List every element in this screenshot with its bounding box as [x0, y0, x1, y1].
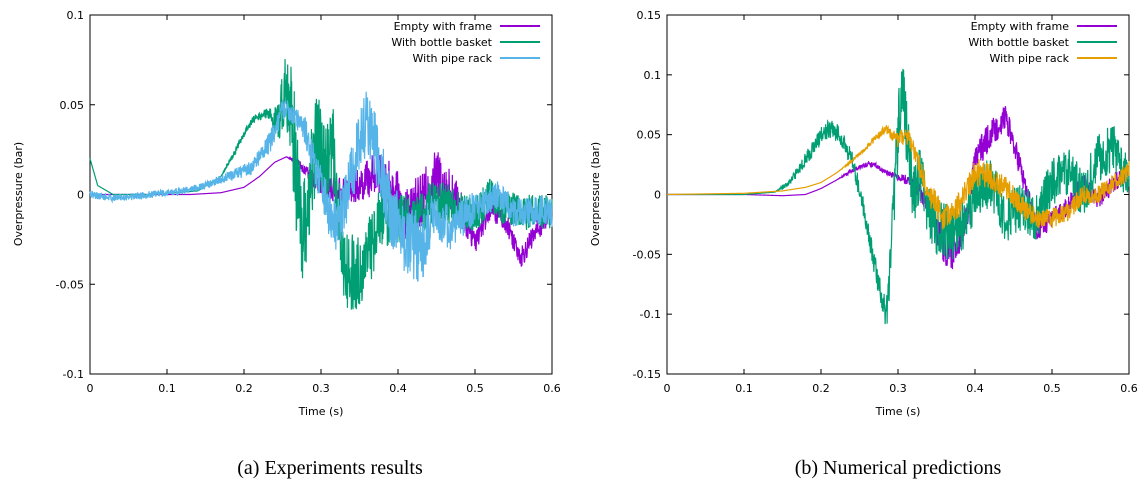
- x-tick-label: 0.2: [812, 382, 830, 395]
- x-tick-label: 0.3: [889, 382, 907, 395]
- y-tick-label: 0.05: [637, 129, 662, 142]
- y-tick-label: 0.1: [644, 69, 662, 82]
- x-axis-a: 0 0.1 0.2 0.3 0.4 0.5 0.6: [87, 15, 561, 395]
- y-tick-label: -0.05: [56, 278, 84, 291]
- y-tick-label: -0.1: [63, 368, 84, 381]
- chart-panel-b: 0 0.1 0.2 0.3 0.4 0.5 0.6 -0.15-0.1-0.0500.050…: [589, 9, 1138, 479]
- legend-label: With bottle basket: [391, 36, 492, 49]
- x-tick-label: 0: [87, 382, 94, 395]
- x-tick-label: 0.5: [466, 382, 484, 395]
- series-group-b: [666, 68, 1130, 325]
- y-tick-label: -0.1: [640, 308, 661, 321]
- y-tick-label: 0: [77, 189, 84, 202]
- y-axis-a: -0.1 -0.05 0 0.05 0.1: [56, 9, 552, 381]
- x-tick-label: 0.4: [966, 382, 984, 395]
- caption-b: (b) Numerical predictions: [795, 457, 1002, 479]
- x-axis-label-a: Time (s): [298, 405, 344, 418]
- series-line-with-pipe-rack: [89, 91, 553, 282]
- series-line-with-bottle-basket: [89, 58, 553, 310]
- y-axis-b: -0.15 -0.1 -0.05 0 0.05 0.1 0.15: [633, 9, 1129, 381]
- x-tick-label: 0.2: [235, 382, 253, 395]
- legend-b: Empty with frame With bottle basket With p…: [968, 20, 1117, 65]
- x-tick-label: 0.3: [312, 382, 330, 395]
- x-tick-label: 0.1: [735, 382, 753, 395]
- y-tick-label: 0.1: [67, 9, 85, 22]
- caption-a: (a) Experiments results: [237, 457, 423, 479]
- series-line-with-bottle-basket: [667, 68, 1130, 325]
- y-axis-label-b: Overpressure (bar): [589, 142, 602, 246]
- series-line-with-pipe-rack: [666, 125, 1130, 230]
- legend-label: Empty with frame: [971, 20, 1070, 33]
- x-axis-b: 0 0.1 0.2 0.3 0.4 0.5 0.6: [664, 15, 1138, 395]
- series-group-a: [89, 58, 553, 310]
- y-tick-label: 0.15: [637, 9, 662, 22]
- legend-label: With pipe rack: [990, 52, 1070, 65]
- x-tick-label: 0.5: [1043, 382, 1061, 395]
- x-axis-label-b: Time (s): [875, 405, 921, 418]
- chart-panel-a: 0 0.1 0.2 0.3 0.4 0.5 0.6 -0.1 -0.05 0 0.05 0.1 Em…: [12, 9, 561, 479]
- legend-label: Empty with frame: [394, 20, 493, 33]
- y-tick-label: 0: [654, 189, 661, 202]
- y-axis-label-a: Overpressure (bar): [12, 142, 25, 246]
- x-tick-label: 0: [664, 382, 671, 395]
- x-tick-label: 0.4: [389, 382, 407, 395]
- legend-label: With pipe rack: [413, 52, 493, 65]
- x-tick-label: 0.6: [1120, 382, 1138, 395]
- y-tick-label: -0.05: [633, 248, 661, 261]
- y-tick-label: 0.05: [60, 99, 85, 112]
- x-tick-label: 0.1: [158, 382, 176, 395]
- legend-a: Empty with frame With bottle basket With p…: [391, 20, 540, 65]
- y-tick-label: -0.15: [633, 368, 661, 381]
- legend-label: With bottle basket: [968, 36, 1069, 49]
- x-tick-label: 0.6: [543, 382, 561, 395]
